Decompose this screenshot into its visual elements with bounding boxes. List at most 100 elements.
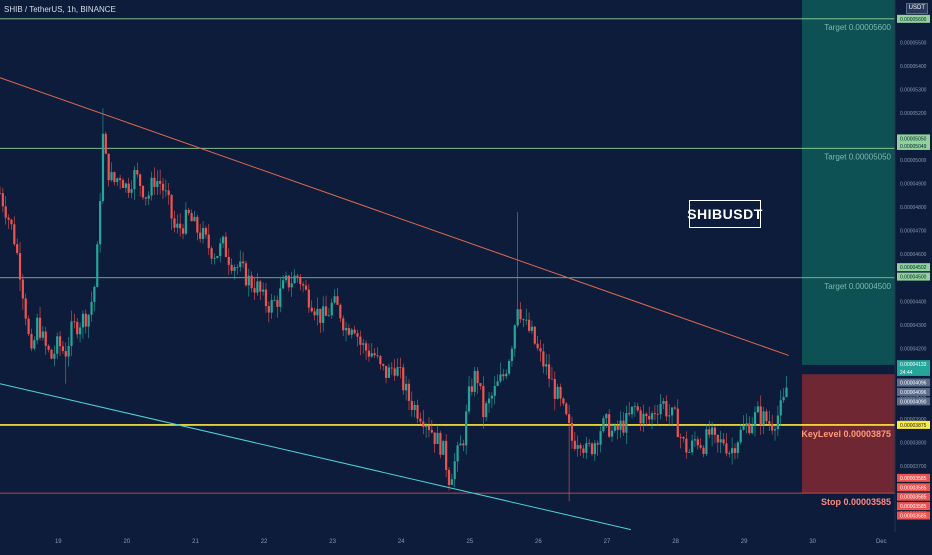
y-tick-label: 0.00004300 (900, 323, 927, 329)
candle-body (779, 400, 782, 416)
candle-body (656, 414, 659, 415)
candle-body (362, 343, 365, 345)
candle-body (319, 308, 322, 323)
x-tick-label: 27 (604, 539, 611, 545)
candle-body (164, 190, 167, 192)
candle-body (768, 421, 771, 424)
candle-body (530, 326, 534, 331)
candle-body (771, 423, 774, 431)
price-tag (897, 360, 930, 369)
candle-body (547, 364, 551, 379)
candle-body (519, 309, 522, 320)
candle-body (553, 379, 556, 399)
candle-body (602, 418, 605, 432)
price-tag (897, 263, 930, 272)
candle-body (545, 364, 548, 367)
candle-body (344, 328, 348, 331)
candle-body (387, 367, 391, 378)
candle-body (176, 223, 179, 228)
y-tick-label: 0.00005400 (900, 64, 927, 70)
candle-body (399, 367, 402, 368)
candle-body (373, 353, 376, 356)
candle-body (542, 351, 545, 367)
candle-body (513, 325, 516, 349)
candle-body (193, 216, 196, 222)
candle-body (407, 383, 411, 401)
candle-body (762, 411, 765, 425)
y-tick-label: 0.00004900 (900, 182, 927, 188)
candle-body (33, 340, 36, 349)
candle-body (307, 289, 310, 308)
candle-body (390, 367, 393, 369)
candle-body (36, 317, 39, 341)
candle-body (244, 263, 248, 286)
candle-body (562, 398, 565, 404)
candle-body (596, 443, 599, 445)
candle-body (116, 178, 119, 183)
candle-body (393, 368, 396, 376)
price-tag (897, 272, 930, 281)
candle-body (559, 386, 562, 399)
candle-body (459, 443, 462, 446)
y-tick-label: 0.00004400 (900, 299, 927, 305)
candle-body (161, 183, 165, 191)
candle-body (233, 267, 236, 271)
price-tag (897, 14, 930, 23)
candle-body (250, 275, 253, 289)
candle-body (413, 404, 416, 410)
price-axis: 0.00005600 0.00005500 0.00005400 0.00005300… (894, 0, 932, 532)
candle-body (133, 170, 136, 190)
candle-body (465, 411, 468, 446)
price-tag (897, 492, 930, 501)
candle-body (159, 180, 162, 184)
candle-body (96, 244, 99, 287)
candle-body (427, 425, 431, 430)
candle-body (496, 381, 499, 386)
currency-badge[interactable]: USDT (905, 3, 928, 14)
candle-body (725, 443, 728, 454)
price-tag-label: 0.00004090 (900, 399, 927, 405)
candle-body (98, 201, 102, 245)
candle-body (216, 256, 219, 258)
x-tick-label: 25 (466, 539, 473, 545)
candle-body (296, 275, 299, 277)
candle-body (170, 194, 173, 219)
x-tick-label: 26 (535, 539, 542, 545)
price-tag (897, 502, 930, 511)
candle-body (633, 406, 636, 408)
candle-body (276, 299, 279, 307)
price-tag (897, 367, 930, 376)
candle-body (593, 443, 596, 455)
x-tick-label: 20 (124, 539, 131, 545)
y-tick-label: 0.00003900 (900, 417, 927, 423)
candle-body (256, 281, 259, 293)
candle-body (650, 413, 654, 420)
candle-body (4, 206, 7, 218)
candle-body (573, 440, 576, 449)
candle-body (648, 416, 651, 420)
price-tag-label: 0.00003875 (900, 423, 927, 429)
price-tag-label: 0.00005050 (900, 136, 927, 142)
candle-body (284, 275, 288, 281)
candle-body (61, 346, 65, 352)
x-tick-label: 23 (329, 539, 336, 545)
candle-body (190, 213, 193, 222)
candle-body (405, 383, 408, 391)
candle-body (582, 448, 585, 453)
candle-body (273, 299, 276, 301)
candle-body (64, 351, 67, 357)
candle-body (659, 403, 662, 415)
candle-body (636, 406, 639, 411)
time-axis-bg (0, 532, 932, 550)
candle-body (625, 413, 628, 433)
candle-body (113, 172, 116, 183)
candle-body (21, 279, 24, 299)
candle-body (73, 321, 76, 323)
candle-body (550, 378, 554, 380)
candle-body (622, 420, 625, 433)
price-tag-label: 0.00003585 (900, 485, 927, 491)
x-tick-label: 30 (809, 539, 816, 545)
candle-body (330, 302, 333, 316)
